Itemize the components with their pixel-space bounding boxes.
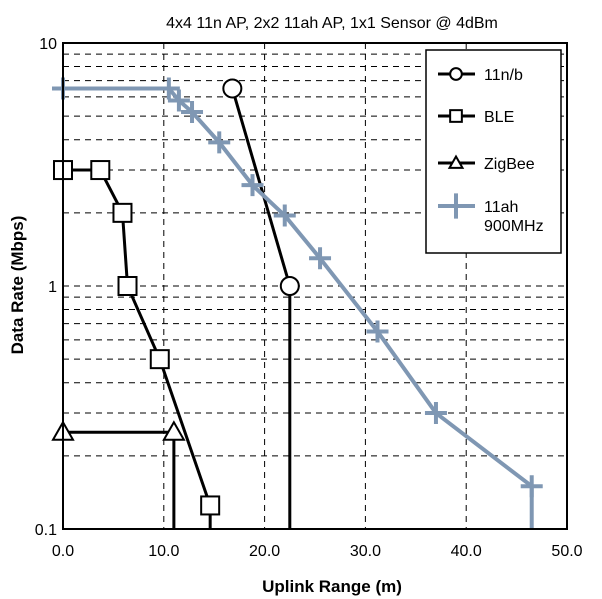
data-point: [309, 247, 332, 270]
data-point: [167, 89, 190, 112]
chart-title: 4x4 11n AP, 2x2 11ah AP, 1x1 Sensor @ 4d…: [166, 15, 498, 32]
data-point: [112, 202, 133, 223]
series-line: [63, 168, 212, 529]
y-tick-label: 1: [48, 279, 57, 296]
legend: 11n/b BLE ZigBee 11ah 900MHz: [425, 49, 562, 254]
data-point: [117, 276, 138, 296]
data-point: [273, 204, 296, 227]
legend-label: BLE: [484, 109, 514, 126]
data-point: [520, 475, 543, 498]
x-axis-label: Uplink Range (m): [262, 577, 402, 596]
tick-labels: 0.0 10.0 20.0 30.0 40.0 50.0 0.1 1 10: [35, 36, 583, 560]
data-point: [90, 160, 111, 181]
legend-marker: [449, 109, 463, 123]
legend-label: 900MHz: [484, 218, 544, 235]
data-point: [157, 77, 180, 100]
legend-box: [425, 49, 562, 254]
x-tick-label: 30.0: [350, 543, 381, 560]
data-point: [181, 101, 204, 124]
data-point: [200, 495, 221, 516]
x-tick-label: 0.0: [52, 543, 74, 560]
data-point: [208, 131, 231, 154]
x-tick-label: 10.0: [148, 543, 179, 560]
x-tick-label: 40.0: [451, 543, 482, 560]
legend-label: 11n/b: [484, 67, 523, 84]
y-tick-label: 0.1: [35, 522, 57, 539]
data-point: [222, 78, 243, 99]
x-tick-label: 20.0: [249, 543, 280, 560]
legend-marker: [443, 193, 469, 219]
data-point: [241, 174, 264, 197]
plot-frame: [62, 42, 568, 530]
legend-marker: [447, 154, 465, 169]
data-point: [279, 276, 300, 296]
legend-label: ZigBee: [484, 156, 535, 173]
series-line: [230, 88, 292, 529]
series-2: [51, 420, 186, 529]
series-1: [53, 160, 221, 529]
data-point: [424, 402, 447, 425]
y-axis-label: Data Rate (Mbps): [8, 216, 27, 355]
data-point: [149, 349, 170, 370]
data-point: [366, 320, 389, 343]
data-point: [162, 420, 186, 441]
y-tick-label: 10: [39, 36, 57, 53]
legend-label: 11ah: [484, 199, 518, 216]
series-0: [222, 78, 300, 529]
x-tick-label: 50.0: [551, 543, 582, 560]
series-layer: [51, 77, 543, 529]
legend-marker: [449, 67, 463, 81]
series-line: [63, 430, 176, 529]
